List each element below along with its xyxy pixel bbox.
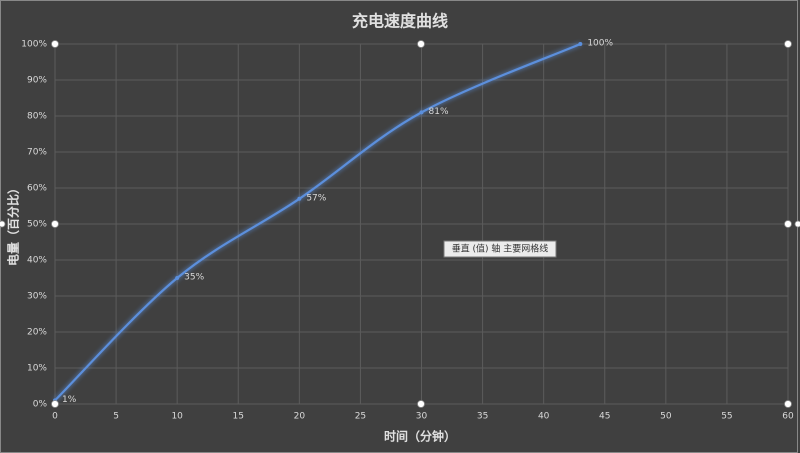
data-point [419, 110, 424, 115]
x-tick-label: 0 [52, 412, 58, 422]
y-axis-label: 电量（百分比） [6, 182, 21, 266]
data-point [297, 196, 302, 201]
handle [417, 400, 425, 408]
y-tick-label: 50% [27, 220, 47, 230]
y-tick-label: 40% [27, 256, 47, 266]
data-label: 57% [306, 193, 326, 203]
chart-title: 充电速度曲线 [352, 12, 448, 31]
data-point [175, 276, 180, 280]
data-label: 1% [62, 395, 77, 405]
x-tick-label: 10 [171, 412, 183, 422]
data-point [578, 42, 583, 46]
y-tick-label: 80% [27, 112, 47, 122]
x-tick-label: 50 [660, 412, 672, 422]
y-tick-label: 0% [33, 400, 48, 410]
x-tick-label: 55 [721, 412, 732, 422]
x-tick-label: 40 [538, 412, 550, 422]
handle [51, 400, 59, 408]
handle [784, 40, 792, 48]
x-tick-label: 5 [113, 412, 119, 422]
data-label: 81% [429, 107, 449, 117]
x-tick-label: 30 [416, 412, 428, 422]
handle [51, 40, 59, 48]
x-tick-label: 35 [477, 412, 488, 422]
y-tick-label: 20% [27, 328, 47, 338]
annotation-box [443, 240, 557, 258]
handle [51, 220, 59, 228]
handle [784, 220, 792, 228]
y-tick-label: 10% [27, 364, 47, 374]
x-tick-label: 45 [599, 412, 610, 422]
data-label: 35% [184, 273, 204, 283]
handle [417, 40, 425, 48]
x-axis-label: 时间（分钟） [384, 429, 456, 444]
x-tick-label: 25 [355, 412, 366, 422]
handle [0, 220, 6, 228]
x-tick-label: 20 [294, 412, 306, 422]
x-tick-label: 15 [233, 412, 244, 422]
x-tick-label: 60 [782, 412, 794, 422]
annotation-text: 垂直 (值) 轴 主要网格线 [452, 243, 549, 255]
selection-handles [0, 40, 800, 408]
y-tick-label: 100% [21, 40, 47, 50]
handle [794, 220, 800, 228]
y-tick-label: 30% [27, 292, 47, 302]
y-tick-label: 90% [27, 76, 47, 86]
y-tick-label: 70% [27, 148, 47, 158]
y-tick-label: 60% [27, 184, 47, 194]
annotation: 垂直 (值) 轴 主要网格线 [443, 240, 557, 258]
handle [784, 400, 792, 408]
data-label: 100% [587, 39, 613, 49]
